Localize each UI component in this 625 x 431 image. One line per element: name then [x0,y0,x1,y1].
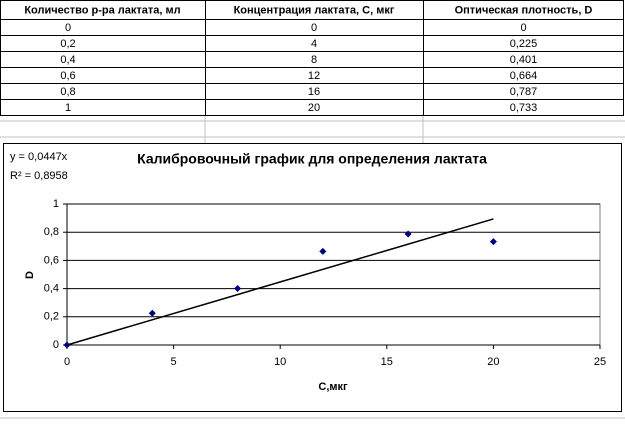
table-cell: 0,8 [60,86,75,98]
x-tick-label: 20 [487,356,499,368]
data-point [234,284,242,292]
chart-title: Калибровочный график для определения лак… [137,151,487,167]
table-cell: 0 [520,22,526,34]
table-cell: 0,664 [510,70,538,82]
y-tick-label: 0,8 [44,226,59,238]
data-point [319,247,327,255]
trendline [66,218,494,346]
x-tick-label: 0 [64,356,70,368]
x-tick-label: 5 [171,356,177,368]
table-cell: 0,2 [60,38,75,50]
data-point [489,238,497,246]
y-tick-label: 1 [53,198,59,210]
table-header: Концентрация лактата, С, мкг [234,4,395,16]
table-cell: 0 [311,22,317,34]
table-cell: 0 [65,22,71,34]
data-point [148,309,156,317]
table-cell: 0,225 [510,38,538,50]
y-tick-label: 0,6 [44,254,59,266]
y-tick-label: 0,2 [44,311,59,323]
table-cell: 12 [308,70,320,82]
table-border [0,0,624,116]
table-cell: 20 [308,102,320,114]
y-tick-label: 0 [53,339,59,351]
table-cell: 0,6 [60,70,75,82]
data-point [63,341,71,349]
trendline-r-squared: R² = 0,8958 [10,170,68,182]
x-axis-label: C,мкг [318,381,348,393]
x-tick-label: 25 [594,356,606,368]
chart-area [3,143,622,412]
table-cell: 8 [311,54,317,66]
table-header: Оптическая плотность, D [455,4,593,16]
data-point [404,230,412,238]
y-axis-label: D [24,271,36,279]
spreadsheet-grid [0,115,625,419]
table-cell: 0,733 [510,102,538,114]
table-header: Количество р-ра лактата, мл [24,4,180,16]
table-cell: 0,787 [510,86,538,98]
trendline-equation: y = 0,0447x [10,151,68,163]
table-cell: 0,4 [60,54,75,66]
x-tick-label: 10 [274,356,286,368]
table-cell: 0,401 [510,54,538,66]
table-cell: 4 [311,38,317,50]
table-cell: 1 [65,102,71,114]
table-cell: 16 [308,86,320,98]
x-tick-label: 15 [381,356,393,368]
y-tick-label: 0,4 [44,283,59,295]
